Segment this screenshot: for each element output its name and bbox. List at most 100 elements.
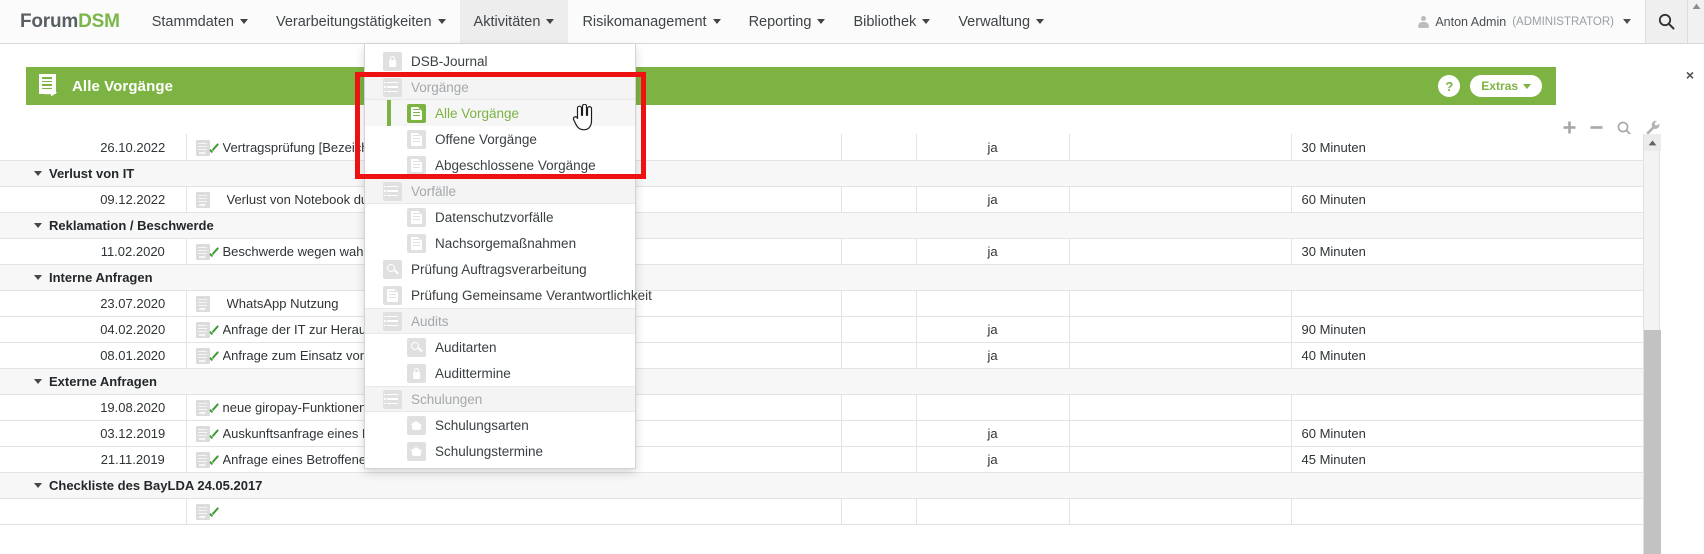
table-vertical-scrollbar[interactable] xyxy=(1643,134,1661,554)
scrollbar-thumb[interactable] xyxy=(1644,330,1661,554)
brand-logo[interactable]: Forum DSM xyxy=(0,0,138,43)
nav-item-aktivitaeten[interactable]: Aktivitäten xyxy=(459,0,569,43)
document-icon xyxy=(195,295,212,313)
menu-item-label: Datenschutzvorfälle xyxy=(435,209,554,225)
triangle-down-icon[interactable] xyxy=(34,171,42,176)
table-row[interactable]: 09.12.2022 Verlust von Notebook durch Ma… xyxy=(0,186,1643,213)
nav-item-verarbeitungstaetigkeiten[interactable]: Verarbeitungstätigkeiten xyxy=(262,0,460,43)
table-row[interactable]: 21.11.2019 Anfrage eines Betroffenen ja xyxy=(0,446,1643,473)
menu-item-alle-vorgaenge[interactable]: Alle Vorgänge xyxy=(365,100,635,126)
menu-item-label: Schulungsarten xyxy=(435,417,529,433)
page-scrollbar-up-button[interactable] xyxy=(1687,0,1704,43)
group-label: Interne Anfragen xyxy=(49,270,153,285)
cell-duration: 60 Minuten xyxy=(1291,420,1643,447)
chevron-down-icon xyxy=(546,19,555,24)
menu-item-label: DSB-Journal xyxy=(411,53,488,69)
cell-duration: 60 Minuten xyxy=(1291,186,1643,213)
menu-item-abgeschlossene-vorgaenge[interactable]: Abgeschlossene Vorgänge xyxy=(365,152,635,178)
table-row[interactable]: 04.02.2020 Anfrage der IT zur Herausgabe… xyxy=(0,316,1643,343)
table-row[interactable]: 26.10.2022 Vertragsprüfung [Bezeichnung]… xyxy=(0,134,1643,161)
table-group-row[interactable]: Interne Anfragen xyxy=(0,264,1643,291)
table-row[interactable]: 08.01.2020 Anfrage zum Einsatz von Smar … xyxy=(0,342,1643,369)
menu-item-nachsorgemassnahmen[interactable]: Nachsorgemaßnahmen xyxy=(365,230,635,256)
nav-item-label: Stammdaten xyxy=(151,13,234,30)
table-group-row[interactable]: Reklamation / Beschwerde xyxy=(0,212,1643,239)
group-header-cell: Reklamation / Beschwerde xyxy=(0,212,1643,239)
cell-date: 08.01.2020 xyxy=(0,342,187,369)
page-title: Alle Vorgänge xyxy=(72,77,174,95)
triangle-down-icon[interactable] xyxy=(34,379,42,384)
triangle-down-icon[interactable] xyxy=(34,483,42,488)
data-table-container[interactable]: 26.10.2022 Vertragsprüfung [Bezeichnung]… xyxy=(0,134,1643,554)
lock-icon xyxy=(383,51,402,71)
menu-item-offene-vorgaenge[interactable]: Offene Vorgänge xyxy=(365,126,635,152)
cell-title-label: WhatsApp Nutzung xyxy=(226,296,339,311)
menu-item-pruefung-auftragsverarbeitung[interactable]: Prüfung Auftragsverarbeitung xyxy=(365,256,635,282)
nav-item-label: Risikomanagement xyxy=(582,13,707,30)
nav-item-bibliothek[interactable]: Bibliothek xyxy=(839,0,944,43)
table-group-row[interactable]: Verlust von IT xyxy=(0,160,1643,187)
extras-button[interactable]: Extras xyxy=(1470,75,1542,97)
table-group-row[interactable]: Externe Anfragen xyxy=(0,368,1643,395)
wrench-icon[interactable] xyxy=(1645,120,1660,135)
table-row[interactable]: 23.07.2020 WhatsApp Nutzung xyxy=(0,290,1643,317)
nav-item-label: Verarbeitungstätigkeiten xyxy=(275,13,432,30)
cell-date: 23.07.2020 xyxy=(0,290,187,317)
cell-date: 11.02.2020 xyxy=(0,238,187,265)
nav-right-group: Anton Admin (ADMINISTRATOR) xyxy=(1418,0,1704,43)
help-button[interactable]: ? xyxy=(1438,75,1461,97)
list-icon xyxy=(383,181,402,201)
minus-icon[interactable] xyxy=(1590,121,1603,134)
page-header-bar: Alle Vorgänge ? Extras xyxy=(26,67,1556,105)
plus-icon[interactable] xyxy=(1563,121,1576,134)
menu-item-schulungsarten[interactable]: Schulungsarten xyxy=(365,412,635,438)
page-header-actions: ? Extras xyxy=(1438,75,1542,97)
scrollbar-up-button[interactable] xyxy=(1644,134,1661,151)
cell-title-label: neue giropay-Funktionen xyxy=(222,400,367,415)
nav-item-reporting[interactable]: Reporting xyxy=(735,0,840,43)
menu-item-auditarten[interactable]: Auditarten xyxy=(365,334,635,360)
search-icon[interactable] xyxy=(1617,121,1631,135)
table-group-row[interactable]: Checkliste des BayLDA 24.05.2017 xyxy=(0,472,1643,499)
cell-duration xyxy=(1291,498,1643,525)
table-row[interactable]: 19.08.2020 neue giropay-Funktionen xyxy=(0,394,1643,421)
menu-section-label: Vorfälle xyxy=(411,183,457,199)
check-icon xyxy=(208,457,220,469)
cell-empty xyxy=(1069,420,1292,447)
aktivitaeten-dropdown-menu[interactable]: DSB-Journal Vorgänge Alle Vorgänge Offen… xyxy=(364,44,652,469)
menu-item-dsb-journal[interactable]: DSB-Journal xyxy=(365,48,635,74)
cell-ja: ja xyxy=(916,446,1070,473)
data-table-body: 26.10.2022 Vertragsprüfung [Bezeichnung]… xyxy=(0,134,1643,525)
global-search-button[interactable] xyxy=(1645,0,1687,43)
user-menu[interactable]: Anton Admin (ADMINISTRATOR) xyxy=(1418,15,1645,29)
graduation-cap-icon xyxy=(407,441,426,461)
menu-item-pruefung-gemeinsame-verantwortlichkeit[interactable]: Prüfung Gemeinsame Verantwortlichkeit xyxy=(365,282,652,308)
triangle-down-icon[interactable] xyxy=(34,275,42,280)
chevron-down-icon xyxy=(1523,83,1531,89)
table-toolbar xyxy=(1563,120,1660,135)
cell-ja: ja xyxy=(916,238,1070,265)
cell-empty xyxy=(1069,186,1292,213)
document-icon xyxy=(195,243,212,261)
close-tab-button[interactable]: × xyxy=(1676,62,1704,88)
document-icon xyxy=(407,233,426,253)
cell-blank xyxy=(841,394,917,421)
table-row[interactable]: 11.02.2020 Beschwerde wegen wahrschei ja xyxy=(0,238,1643,265)
cell-ja: ja xyxy=(916,316,1070,343)
chevron-up-icon xyxy=(1648,140,1657,145)
nav-item-risikomanagement[interactable]: Risikomanagement xyxy=(568,0,734,43)
menu-item-audittermine[interactable]: Audittermine xyxy=(365,360,635,386)
nav-item-verwaltung[interactable]: Verwaltung xyxy=(944,0,1058,43)
list-icon xyxy=(383,77,402,97)
table-row[interactable] xyxy=(0,498,1643,525)
triangle-down-icon[interactable] xyxy=(34,223,42,228)
table-row[interactable]: 03.12.2019 Auskunftsanfrage eines Betrof… xyxy=(0,420,1643,447)
cell-ja xyxy=(916,290,1070,317)
nav-item-stammdaten[interactable]: Stammdaten xyxy=(138,0,262,43)
cell-ja: ja xyxy=(916,420,1070,447)
menu-item-datenschutzvorfaelle[interactable]: Datenschutzvorfälle xyxy=(365,204,635,230)
cell-date: 21.11.2019 xyxy=(0,446,187,473)
document-icon xyxy=(195,451,212,469)
menu-item-schulungstermine[interactable]: Schulungstermine xyxy=(365,438,635,464)
cell-title-label: Auskunftsanfrage eines Betroff xyxy=(222,426,401,441)
